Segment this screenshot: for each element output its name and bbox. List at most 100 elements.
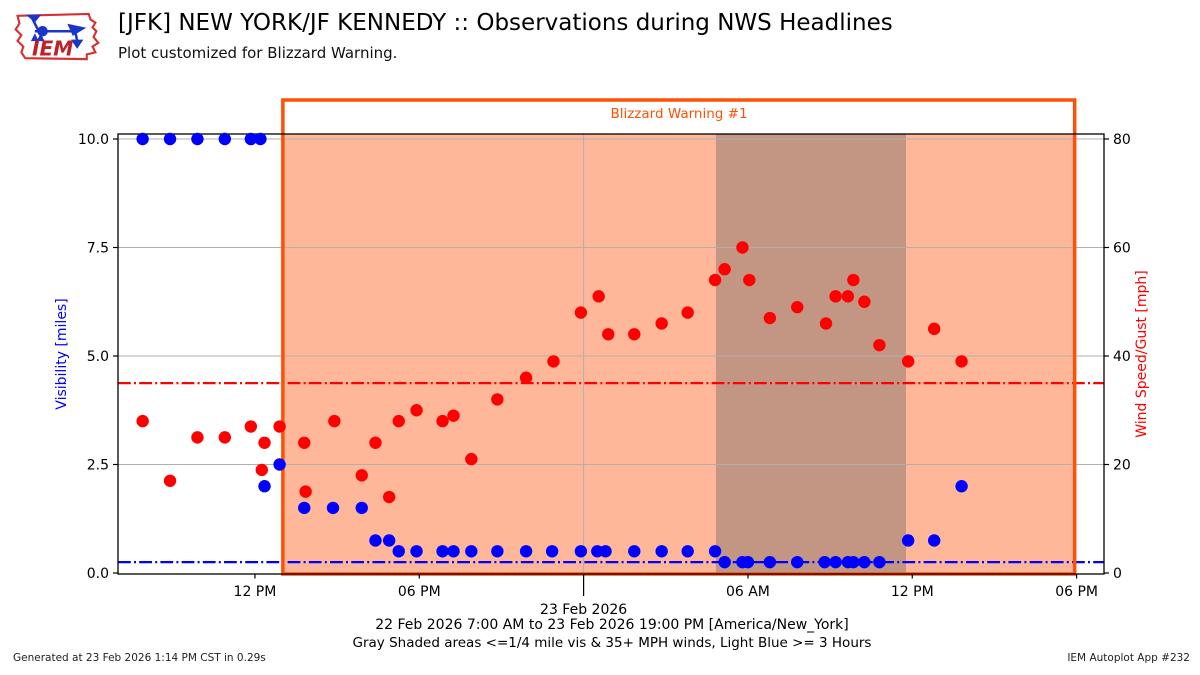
wind_speed_gust-point xyxy=(382,490,396,504)
visibility-point xyxy=(355,501,368,515)
wind_speed_gust-point xyxy=(447,409,460,422)
iem-logo: IEM xyxy=(14,12,100,60)
visibility-point xyxy=(873,555,886,569)
visibility-point xyxy=(901,534,915,547)
gray-shaded-region xyxy=(715,134,906,574)
visibility-point xyxy=(392,545,405,558)
visibility-point xyxy=(136,132,149,146)
wind_speed_gust-point xyxy=(736,241,749,254)
visibility-point xyxy=(927,534,941,547)
visibility-point xyxy=(655,545,668,558)
wind_speed_gust-point xyxy=(410,404,423,417)
visibility-point xyxy=(258,480,271,493)
x-tick-label: 06 PM xyxy=(398,584,441,600)
wind_speed_gust-point xyxy=(743,273,756,287)
y-left-tick-label: 2.5 xyxy=(87,458,109,474)
visibility-point xyxy=(818,555,831,569)
visibility-point xyxy=(681,545,694,558)
wind_speed_gust-point xyxy=(392,414,405,428)
wind_speed_gust-point xyxy=(602,328,615,341)
visibility-point xyxy=(191,132,204,146)
visibility-point xyxy=(545,545,559,558)
plot-frame xyxy=(117,133,1105,575)
wind_speed_gust-point xyxy=(465,452,478,466)
wind_speed_gust-point xyxy=(847,273,860,287)
wind_speed_gust-point xyxy=(829,290,842,303)
visibility-point xyxy=(599,545,612,558)
wind_speed_gust-point xyxy=(718,263,731,276)
y-left-tick-label: 0.0 xyxy=(87,566,109,582)
visibility-point xyxy=(791,555,804,569)
visibility-point xyxy=(273,458,286,471)
wind_speed_gust-point xyxy=(273,420,286,433)
visibility-point xyxy=(298,501,311,515)
wind_speed_gust-point xyxy=(763,311,777,325)
visibility-point xyxy=(447,545,460,558)
y-left-tick-label: 5.0 xyxy=(87,349,109,365)
y-left-tick-label: 10.0 xyxy=(78,132,109,148)
page-title: [JFK] NEW YORK/JF KENNEDY :: Observation… xyxy=(118,10,893,36)
wind_speed_gust-point xyxy=(841,290,855,303)
wind_speed_gust-point xyxy=(328,414,341,428)
wind_speed_gust-point xyxy=(519,371,533,384)
wind_speed_gust-point xyxy=(708,273,722,287)
wind_speed_gust-point xyxy=(791,300,804,314)
wind_speed_gust-point xyxy=(592,290,605,303)
visibility-point xyxy=(718,555,731,569)
visibility-point xyxy=(955,480,968,493)
y-right-tick-label: 60 xyxy=(1113,241,1131,257)
wind_speed_gust-point xyxy=(681,306,694,319)
blizzard-warning-label: Blizzard Warning #1 xyxy=(610,106,748,122)
page-subtitle: Plot customized for Blizzard Warning. xyxy=(118,44,398,62)
wind_speed_gust-point xyxy=(955,355,968,368)
visibility-point xyxy=(382,534,396,547)
x-tick-label: 12 PM xyxy=(234,584,277,600)
wind_speed_gust-point xyxy=(927,322,941,336)
wind_speed_gust-point xyxy=(255,463,268,477)
wind_speed_gust-point xyxy=(547,355,560,368)
time-range-annotation: 22 Feb 2026 7:00 AM to 23 Feb 2026 19:00… xyxy=(375,617,849,633)
visibility-point xyxy=(741,555,755,569)
wind_speed_gust-point xyxy=(819,317,833,330)
x-date-label: 23 Feb 2026 xyxy=(540,602,627,618)
visibility-point xyxy=(244,132,258,146)
visibility-point xyxy=(326,501,340,515)
x-tick-label: 06 PM xyxy=(1055,584,1098,600)
y-right-axis-title: Wind Speed/Gust [mph] xyxy=(1134,270,1150,438)
x-tick-label: 06 AM xyxy=(726,584,770,600)
wind_speed_gust-point xyxy=(299,485,312,498)
visibility-point xyxy=(628,545,641,558)
wind_speed_gust-point xyxy=(218,431,232,444)
wind_speed_gust-point xyxy=(355,469,368,482)
wind_speed_gust-point xyxy=(858,295,871,308)
wind_speed_gust-point xyxy=(369,436,382,449)
wind_speed_gust-point xyxy=(298,436,311,449)
wind_speed_gust-point xyxy=(628,328,641,341)
wind_speed_gust-point xyxy=(436,414,449,428)
visibility-point xyxy=(436,545,449,558)
iem-logo-text: IEM xyxy=(32,36,73,60)
y-right-tick-label: 80 xyxy=(1113,132,1131,148)
visibility-point xyxy=(763,555,777,569)
visibility-point xyxy=(163,132,177,146)
wind_speed_gust-point xyxy=(873,338,886,352)
visibility-point xyxy=(574,545,588,558)
visibility-point xyxy=(847,555,860,569)
y-right-tick-label: 20 xyxy=(1113,458,1131,474)
visibility-point xyxy=(410,545,423,558)
y-left-tick-label: 7.5 xyxy=(87,241,109,257)
wind_speed_gust-point xyxy=(258,436,271,449)
blizzard-warning-shaded-region xyxy=(282,134,1075,574)
visibility-point xyxy=(519,545,533,558)
visibility-point xyxy=(491,545,504,558)
wind_speed_gust-point xyxy=(491,393,504,406)
x-tick-label: 12 PM xyxy=(891,584,934,600)
y-right-tick-label: 40 xyxy=(1113,349,1131,365)
wind_speed_gust-point xyxy=(901,355,915,368)
visibility-point xyxy=(858,555,871,569)
wind_speed_gust-point xyxy=(191,431,204,444)
wind_speed_gust-point xyxy=(655,317,668,330)
wind_speed_gust-point xyxy=(136,414,149,428)
